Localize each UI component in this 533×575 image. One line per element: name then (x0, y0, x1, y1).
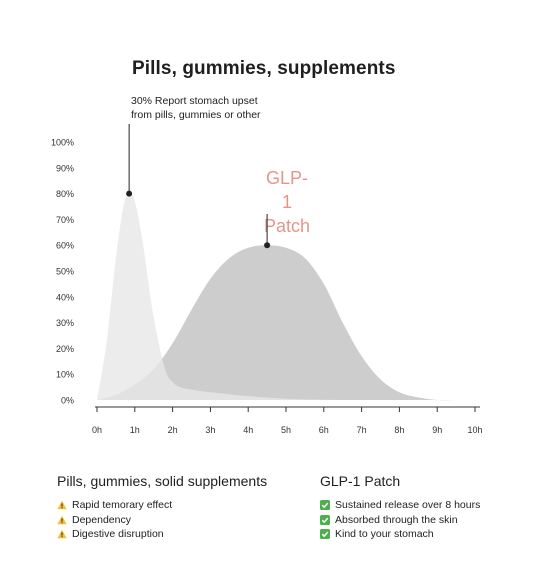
legend-pills-title: Pills, gummies, solid supplements (57, 473, 268, 489)
x-tick-label: 9h (432, 425, 442, 435)
warning-icon (57, 529, 67, 539)
y-tick-label: 40% (56, 292, 74, 302)
y-tick-label: 100% (51, 138, 74, 148)
annotation-line-2: from pills, gummies or other (131, 109, 261, 121)
x-tick-label: 10h (467, 425, 482, 435)
legend-glp1-item-label: Absorbed through the skin (335, 513, 458, 526)
check-icon (320, 529, 330, 540)
annotation-line-1: 30% Report stomach upset (131, 95, 258, 107)
legend-pills-item-label: Dependency (72, 513, 131, 526)
glp1-peak-marker (264, 242, 271, 249)
legend-pills: Pills, gummies, solid supplements Rapid … (57, 473, 267, 542)
legend-glp1-list: Sustained release over 8 hours Absorbed t… (320, 498, 480, 542)
warning-icon (57, 515, 67, 525)
x-tick-label: 5h (281, 425, 291, 435)
x-tick-label: 8h (394, 425, 404, 435)
legend-pills-item: Digestive disruption (57, 527, 267, 542)
pills-peak-marker (126, 190, 133, 197)
legend-glp1-item: Sustained release over 8 hours (320, 498, 480, 513)
stomach-upset-annotation: 30% Report stomach upset from pills, gum… (131, 94, 331, 122)
glp1-patch-area (97, 245, 475, 401)
legend-glp1-item: Absorbed through the skin (320, 513, 480, 528)
legend-pills-item-label: Digestive disruption (72, 528, 164, 541)
glp1-label-line-1: GLP-1 (265, 168, 308, 212)
x-tick-label: 4h (243, 425, 253, 435)
x-tick-label: 6h (319, 425, 329, 435)
legend-glp1-item: Kind to your stomach (320, 527, 480, 542)
legend-glp1-item-label: Sustained release over 8 hours (335, 499, 481, 512)
legend-pills-list: Rapid temorary effect Dependency Digestive… (57, 498, 267, 542)
legend-glp1: GLP-1 Patch Sustained release over 8 hou… (320, 473, 480, 542)
y-tick-label: 50% (56, 267, 74, 277)
x-tick-label: 0h (92, 425, 102, 435)
glp1-label-line-2: Patch (263, 216, 311, 236)
check-icon (320, 500, 330, 511)
x-tick-label: 2h (168, 425, 178, 435)
legend-glp1-title: GLP-1 Patch (320, 473, 401, 489)
y-tick-label: 60% (56, 241, 74, 251)
check-icon (320, 514, 330, 525)
warning-icon (57, 500, 67, 510)
y-tick-label: 30% (56, 318, 74, 328)
glp1-patch-label: GLP-1 Patch (262, 166, 312, 238)
legend-pills-item-label: Rapid temorary effect (72, 499, 173, 512)
y-tick-label: 20% (56, 344, 74, 354)
x-tick-label: 3h (205, 425, 215, 435)
y-tick-label: 70% (56, 215, 74, 225)
y-tick-label: 90% (56, 163, 74, 173)
y-tick-label: 80% (56, 189, 74, 199)
legend-pills-item: Dependency (57, 513, 267, 528)
x-tick-label: 1h (130, 425, 140, 435)
chart-title: Pills, gummies, supplements (132, 58, 396, 79)
legend-glp1-item-label: Kind to your stomach (335, 528, 434, 541)
y-tick-label: 10% (56, 370, 74, 380)
legend-pills-item: Rapid temorary effect (57, 498, 267, 513)
pills-area (97, 193, 475, 401)
y-tick-label: 0% (61, 396, 74, 406)
x-tick-label: 7h (357, 425, 367, 435)
